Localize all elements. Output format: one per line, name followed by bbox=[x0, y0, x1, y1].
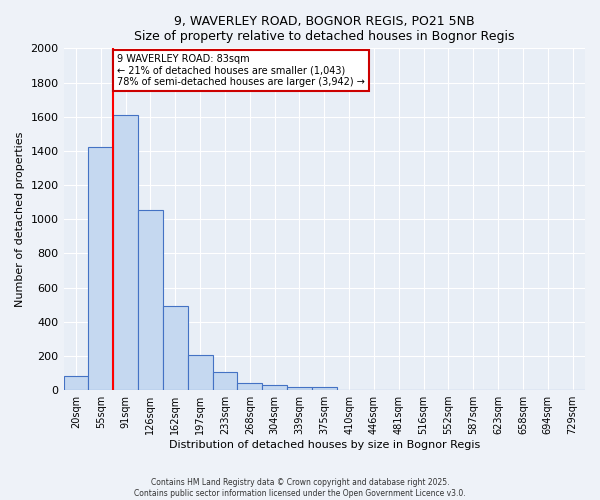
X-axis label: Distribution of detached houses by size in Bognor Regis: Distribution of detached houses by size … bbox=[169, 440, 480, 450]
Bar bbox=[188, 355, 212, 390]
Y-axis label: Number of detached properties: Number of detached properties bbox=[15, 132, 25, 307]
Bar bbox=[238, 383, 262, 390]
Title: 9, WAVERLEY ROAD, BOGNOR REGIS, PO21 5NB
Size of property relative to detached h: 9, WAVERLEY ROAD, BOGNOR REGIS, PO21 5NB… bbox=[134, 15, 515, 43]
Bar bbox=[138, 210, 163, 390]
Text: Contains HM Land Registry data © Crown copyright and database right 2025.
Contai: Contains HM Land Registry data © Crown c… bbox=[134, 478, 466, 498]
Bar bbox=[262, 385, 287, 390]
Bar bbox=[312, 386, 337, 390]
Bar bbox=[212, 372, 238, 390]
Text: 9 WAVERLEY ROAD: 83sqm
← 21% of detached houses are smaller (1,043)
78% of semi-: 9 WAVERLEY ROAD: 83sqm ← 21% of detached… bbox=[117, 54, 365, 87]
Bar bbox=[64, 376, 88, 390]
Bar bbox=[88, 148, 113, 390]
Bar bbox=[163, 306, 188, 390]
Bar bbox=[287, 386, 312, 390]
Bar bbox=[113, 115, 138, 390]
